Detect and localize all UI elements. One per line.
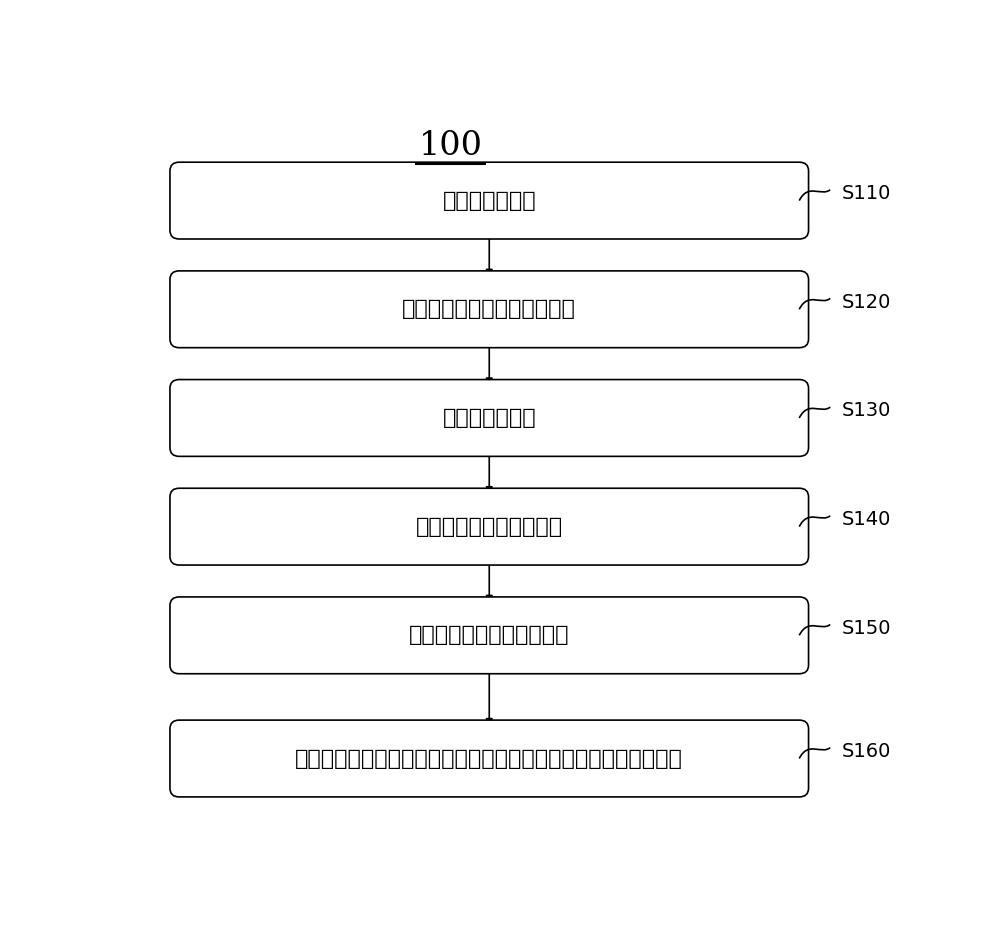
Text: 确定指标参数集: 确定指标参数集 bbox=[442, 408, 536, 428]
FancyBboxPatch shape bbox=[170, 271, 809, 347]
Text: S140: S140 bbox=[842, 510, 891, 529]
Text: S160: S160 bbox=[842, 742, 891, 760]
Text: S130: S130 bbox=[842, 401, 891, 421]
Text: 响应于待检测数据的指标参数超过阀値，识别出工艺过程发生故障: 响应于待检测数据的指标参数超过阀値，识别出工艺过程发生故障 bbox=[295, 748, 683, 769]
Text: 100: 100 bbox=[418, 130, 482, 162]
FancyBboxPatch shape bbox=[170, 162, 809, 239]
Text: 并计算指标参数集的阀値: 并计算指标参数集的阀値 bbox=[416, 517, 563, 536]
Text: 计算待检测数据的指标参数: 计算待检测数据的指标参数 bbox=[409, 626, 570, 646]
FancyBboxPatch shape bbox=[170, 488, 809, 565]
Text: S110: S110 bbox=[842, 183, 891, 203]
FancyBboxPatch shape bbox=[170, 379, 809, 456]
Text: S120: S120 bbox=[842, 293, 891, 311]
FancyBboxPatch shape bbox=[170, 720, 809, 797]
Text: S150: S150 bbox=[842, 618, 891, 638]
FancyBboxPatch shape bbox=[170, 597, 809, 674]
Text: 获取原始数据集: 获取原始数据集 bbox=[442, 191, 536, 211]
Text: 对原始数据集进行去相关处理: 对原始数据集进行去相关处理 bbox=[402, 299, 576, 319]
